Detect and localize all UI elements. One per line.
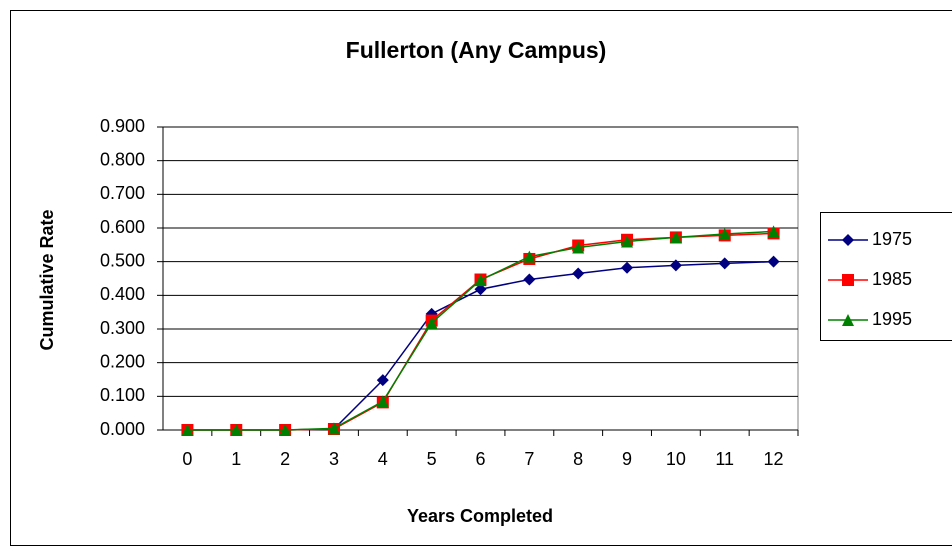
data-point	[572, 267, 585, 280]
x-tick-label: 10	[666, 449, 686, 469]
data-point	[376, 395, 389, 408]
x-tick-label: 5	[427, 449, 437, 469]
y-tick-label: 0.600	[100, 217, 145, 237]
data-point	[523, 250, 536, 263]
y-tick-label: 0.300	[100, 318, 145, 338]
x-tick-label: 1	[231, 449, 241, 469]
y-tick-label: 0.700	[100, 183, 145, 203]
x-tick-label: 3	[329, 449, 339, 469]
data-point	[327, 422, 340, 435]
data-point	[669, 259, 682, 272]
chart-title: Fullerton (Any Campus)	[346, 37, 607, 63]
y-tick-label: 0.000	[100, 419, 145, 439]
data-point	[669, 231, 682, 244]
data-point	[376, 374, 389, 387]
y-tick-label: 0.100	[100, 385, 145, 405]
x-tick-label: 0	[182, 449, 192, 469]
x-tick-label: 8	[573, 449, 583, 469]
legend-marker	[842, 314, 854, 326]
legend-marker	[842, 234, 854, 246]
data-point	[230, 424, 243, 436]
y-axis-label: Cumulative Rate	[37, 209, 57, 350]
x-tick-label: 9	[622, 449, 632, 469]
data-point	[279, 424, 292, 436]
data-point	[523, 273, 536, 286]
x-tick-label: 6	[475, 449, 485, 469]
legend-marker	[842, 274, 854, 286]
data-point	[474, 283, 487, 296]
x-tick-label: 7	[524, 449, 534, 469]
x-tick-label: 2	[280, 449, 290, 469]
legend-label: 1985	[872, 269, 912, 289]
data-point	[767, 255, 780, 268]
data-point	[718, 257, 731, 270]
data-point	[474, 274, 487, 287]
data-point	[621, 235, 634, 248]
data-point	[572, 241, 585, 254]
y-tick-label: 0.900	[100, 116, 145, 136]
data-point	[181, 424, 194, 436]
data-point	[718, 228, 731, 241]
x-axis-label: Years Completed	[407, 506, 553, 526]
legend-label: 1975	[872, 229, 912, 249]
x-tick-label: 12	[764, 449, 784, 469]
y-tick-label: 0.800	[100, 149, 145, 169]
legend-label: 1995	[872, 309, 912, 329]
x-tick-label: 11	[715, 449, 734, 469]
y-tick-label: 0.200	[100, 351, 145, 371]
y-tick-label: 0.500	[100, 250, 145, 270]
data-point	[767, 225, 780, 238]
data-point	[621, 261, 634, 274]
x-tick-label: 4	[378, 449, 388, 469]
y-tick-label: 0.400	[100, 284, 145, 304]
data-point	[425, 316, 438, 329]
